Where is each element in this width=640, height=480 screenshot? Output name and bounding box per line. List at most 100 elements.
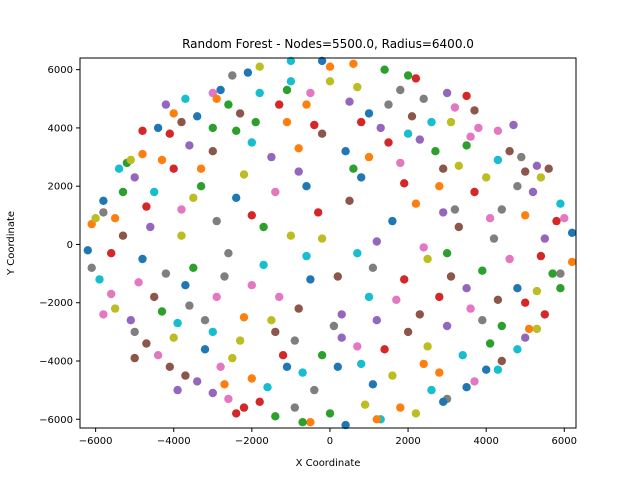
y-tick-label: −6000 — [39, 415, 73, 426]
scatter-point-153 — [521, 298, 530, 307]
scatter-point-217 — [87, 263, 96, 272]
scatter-point-154 — [540, 234, 549, 243]
scatter-point-64 — [146, 222, 155, 232]
scatter-point-8 — [255, 62, 264, 71]
scatter-point-238 — [267, 316, 276, 325]
scatter-point-240 — [181, 281, 190, 290]
scatter-point-227 — [368, 263, 378, 272]
scatter-point-190 — [462, 383, 471, 392]
scatter-point-201 — [325, 62, 335, 71]
scatter-point-187 — [513, 182, 522, 191]
scatter-point-19 — [556, 199, 565, 208]
scatter-point-192 — [325, 409, 335, 418]
scatter-point-133 — [380, 345, 389, 354]
scatter-point-226 — [419, 243, 428, 252]
scatter-point-175 — [415, 310, 424, 319]
scatter-point-204 — [509, 120, 518, 130]
scatter-point-89 — [263, 383, 272, 392]
scatter-point-40 — [83, 246, 93, 255]
scatter-point-231 — [294, 144, 303, 153]
scatter-point-102 — [118, 187, 128, 197]
scatter-point-23 — [540, 310, 549, 319]
scatter-point-255 — [235, 109, 245, 118]
scatter-point-182 — [208, 123, 217, 133]
scatter-point-209 — [493, 365, 503, 374]
scatter-point-61 — [302, 100, 311, 109]
scatter-point-199 — [181, 94, 190, 104]
scatter-point-150 — [368, 380, 378, 389]
scatter-point-130 — [200, 345, 210, 354]
scatter-point-161 — [169, 109, 178, 118]
scatter-point-83 — [435, 292, 444, 302]
scatter-point-148 — [235, 336, 245, 345]
scatter-point-103 — [107, 249, 116, 258]
scatter-point-87 — [200, 316, 210, 325]
scatter-point-71 — [521, 211, 530, 220]
scatter-point-41 — [87, 219, 96, 229]
scatter-point-253 — [142, 202, 151, 211]
scatter-point-33 — [239, 403, 249, 412]
scatter-point-141 — [282, 117, 292, 127]
scatter-point-115 — [317, 129, 327, 138]
y-axis-ticks: −6000 −4000 −2000 0 2000 4000 6000 — [39, 65, 80, 426]
scatter-point-66 — [216, 362, 225, 371]
scatter-point-18 — [536, 173, 546, 182]
scatter-point-203 — [462, 91, 471, 101]
scatter-point-212 — [298, 418, 307, 427]
scatter-point-169 — [247, 138, 256, 147]
scatter-point-165 — [333, 272, 342, 281]
scatter-point-12 — [380, 65, 389, 74]
y-tick-label: 2000 — [48, 182, 73, 193]
x-tick-label: −4000 — [157, 436, 191, 447]
scatter-point-51 — [239, 313, 249, 322]
scatter-point-96 — [450, 103, 460, 112]
scatter-point-131 — [247, 374, 256, 383]
scatter-point-257 — [384, 100, 393, 109]
scatter-point-57 — [489, 234, 499, 243]
scatter-point-129 — [150, 187, 159, 197]
scatter-point-122 — [442, 249, 452, 258]
scatter-point-210 — [439, 397, 448, 406]
scatter-point-233 — [400, 179, 409, 188]
scatter-point-80 — [388, 216, 397, 226]
scatter-point-200 — [243, 68, 253, 77]
scatter-point-237 — [329, 321, 339, 331]
scatter-point-127 — [161, 269, 171, 278]
scatter-point-74 — [267, 152, 276, 162]
scatter-point-230 — [232, 193, 241, 202]
scatter-point-62 — [232, 126, 241, 135]
scatter-point-173 — [470, 187, 479, 197]
scatter-point-145 — [118, 231, 128, 240]
scatter-point-50 — [306, 275, 315, 284]
scatter-point-139 — [403, 129, 413, 138]
scatter-point-184 — [345, 97, 354, 106]
scatter-point-248 — [423, 342, 432, 351]
scatter-point-245 — [439, 164, 448, 173]
scatter-point-101 — [138, 149, 147, 159]
scatter-point-56 — [466, 304, 475, 313]
scatter-point-229 — [259, 260, 268, 270]
scatter-point-128 — [177, 231, 186, 240]
scatter-point-147 — [185, 301, 194, 310]
scatter-point-3 — [138, 126, 147, 135]
scatter-point-234 — [439, 208, 448, 217]
scatter-point-251 — [220, 380, 229, 389]
scatter-point-194 — [193, 377, 202, 386]
scatter-point-232 — [349, 164, 358, 173]
scatter-point-69 — [458, 351, 467, 360]
scatter-point-117 — [212, 216, 221, 226]
scatter-point-246 — [485, 214, 495, 223]
chart-title: Random Forest - Nodes=5500.0, Radius=640… — [182, 37, 474, 51]
scatter-point-5 — [177, 117, 186, 127]
plot-background — [80, 58, 576, 428]
scatter-point-108 — [360, 400, 370, 409]
scatter-point-206 — [560, 214, 569, 223]
x-tick-label: −2000 — [235, 436, 269, 447]
scatter-point-68 — [388, 371, 397, 380]
scatter-point-149 — [298, 368, 307, 377]
x-tick-label: 6000 — [552, 436, 577, 447]
scatter-point-28 — [411, 409, 421, 418]
scatter-point-104 — [126, 316, 135, 325]
scatter-point-157 — [419, 94, 428, 104]
scatter-point-259 — [493, 155, 503, 165]
